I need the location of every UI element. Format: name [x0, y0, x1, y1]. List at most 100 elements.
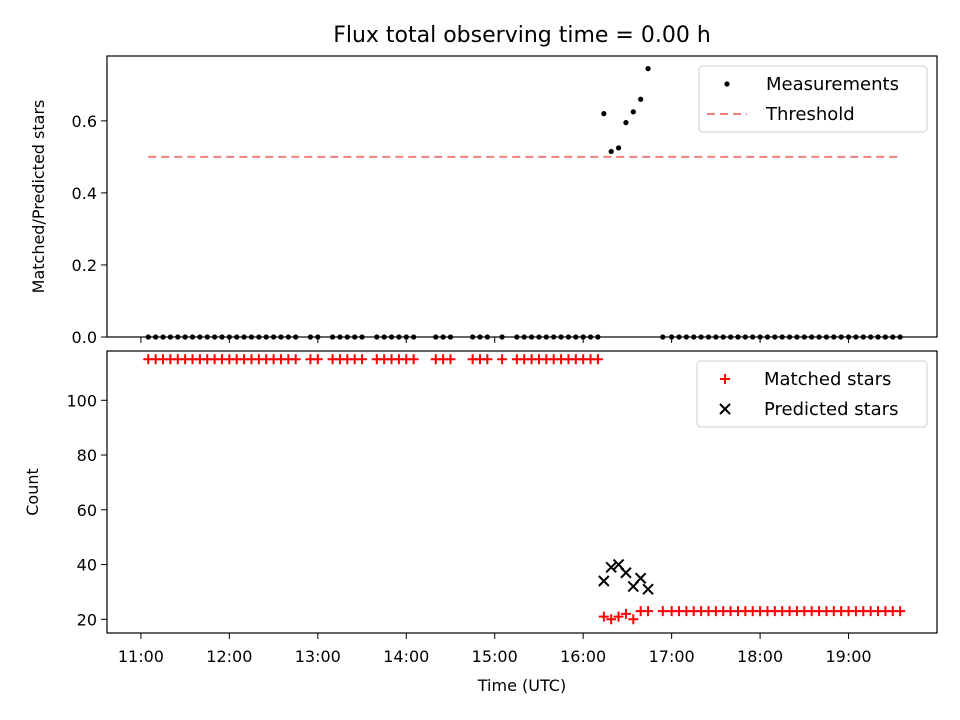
- data-point: [312, 354, 323, 365]
- data-point: [742, 334, 748, 340]
- legend-box: [696, 360, 928, 428]
- y-tick-label: 80: [77, 446, 97, 465]
- data-point: [705, 334, 712, 340]
- data-point: [713, 334, 719, 340]
- data-point: [290, 354, 301, 365]
- data-point: [263, 334, 269, 340]
- data-point: [551, 334, 557, 340]
- x-tick-label: 13:00: [295, 647, 341, 666]
- x-tick-label: 17:00: [649, 647, 695, 666]
- data-point: [329, 334, 336, 340]
- data-point: [411, 334, 417, 340]
- data-point: [234, 334, 240, 340]
- chart-title: Flux total observing time = 0.00 h: [333, 23, 711, 48]
- data-point: [565, 334, 572, 340]
- data-point: [160, 334, 166, 340]
- series-predicted-stars: [598, 558, 654, 595]
- data-point: [606, 614, 617, 625]
- data-point: [801, 334, 807, 340]
- data-point: [270, 334, 277, 340]
- data-point: [598, 611, 609, 622]
- data-point: [470, 334, 476, 340]
- legend-label: Matched stars: [764, 369, 891, 390]
- data-point: [528, 334, 535, 340]
- data-point: [657, 606, 668, 617]
- data-point: [634, 572, 647, 584]
- data-point: [352, 334, 358, 340]
- series-matched-stars: [143, 354, 906, 625]
- data-point: [477, 334, 483, 340]
- y-tick-label: 0.6: [72, 112, 97, 131]
- data-point: [669, 334, 675, 340]
- legend: Matched stars Predicted stars: [696, 360, 928, 428]
- data-point: [638, 96, 644, 102]
- data-point: [720, 334, 726, 340]
- data-point: [374, 334, 380, 340]
- data-point: [344, 334, 350, 340]
- data-point: [357, 354, 368, 365]
- data-point: [278, 334, 284, 340]
- panels: 0.0 0.2 0.4 0.6 Matched/Predicted stars Measu…: [23, 55, 938, 666]
- data-point: [573, 334, 579, 340]
- y-tick-label: 100: [66, 391, 97, 410]
- x-tick-label: 15:00: [472, 647, 518, 666]
- data-point: [445, 354, 456, 365]
- data-point: [499, 334, 505, 340]
- data-point: [628, 614, 639, 625]
- data-point: [598, 575, 610, 587]
- data-point: [620, 567, 632, 579]
- data-point: [660, 334, 666, 340]
- data-point: [608, 148, 614, 155]
- legend-label: Measurements: [766, 74, 899, 95]
- data-point: [388, 334, 395, 340]
- x-tick-label: 12:00: [206, 647, 252, 666]
- data-point: [558, 334, 564, 340]
- data-point: [683, 334, 689, 340]
- x-axis-label: Time (UTC): [477, 676, 566, 695]
- data-point: [838, 334, 844, 340]
- data-point: [601, 111, 607, 117]
- panel-2: 20 40 60 80 100 11:00 12:00 13:00 14:00 15:00 16:0…: [23, 350, 938, 666]
- data-point: [204, 334, 210, 340]
- data-point: [241, 334, 247, 340]
- legend-marker: [719, 403, 731, 415]
- data-point: [189, 334, 196, 340]
- data-point: [592, 354, 603, 365]
- y-tick-label: 40: [77, 556, 97, 575]
- y-tick-label: 20: [77, 610, 97, 629]
- data-point: [285, 334, 291, 340]
- data-point: [772, 334, 778, 340]
- data-point: [613, 611, 624, 622]
- data-point: [219, 334, 225, 340]
- data-point: [890, 334, 896, 340]
- data-point: [728, 334, 734, 340]
- data-point: [433, 334, 439, 340]
- data-point: [794, 334, 800, 340]
- data-point: [307, 334, 314, 340]
- data-point: [868, 334, 874, 340]
- data-point: [182, 334, 188, 340]
- data-point: [587, 334, 594, 340]
- data-point: [315, 334, 321, 340]
- data-point: [816, 334, 822, 340]
- data-point: [735, 334, 741, 340]
- data-point: [615, 145, 622, 151]
- data-point: [396, 334, 402, 340]
- data-point: [853, 334, 859, 340]
- data-point: [764, 334, 771, 340]
- data-point: [860, 334, 866, 340]
- data-point: [145, 334, 151, 340]
- legend: Measurements Threshold: [698, 65, 928, 133]
- x-tick-label: 11:00: [118, 647, 164, 666]
- data-point: [605, 561, 617, 573]
- data-point: [698, 334, 704, 340]
- data-point: [845, 334, 852, 340]
- data-point: [514, 334, 520, 340]
- y-tick-label: 60: [77, 501, 97, 520]
- data-point: [153, 334, 159, 340]
- panel-1: 0.0 0.2 0.4 0.6 Matched/Predicted stars Measu…: [29, 55, 938, 347]
- data-point: [447, 334, 454, 340]
- data-point: [248, 334, 255, 340]
- y-tick-label: 0.2: [72, 256, 97, 275]
